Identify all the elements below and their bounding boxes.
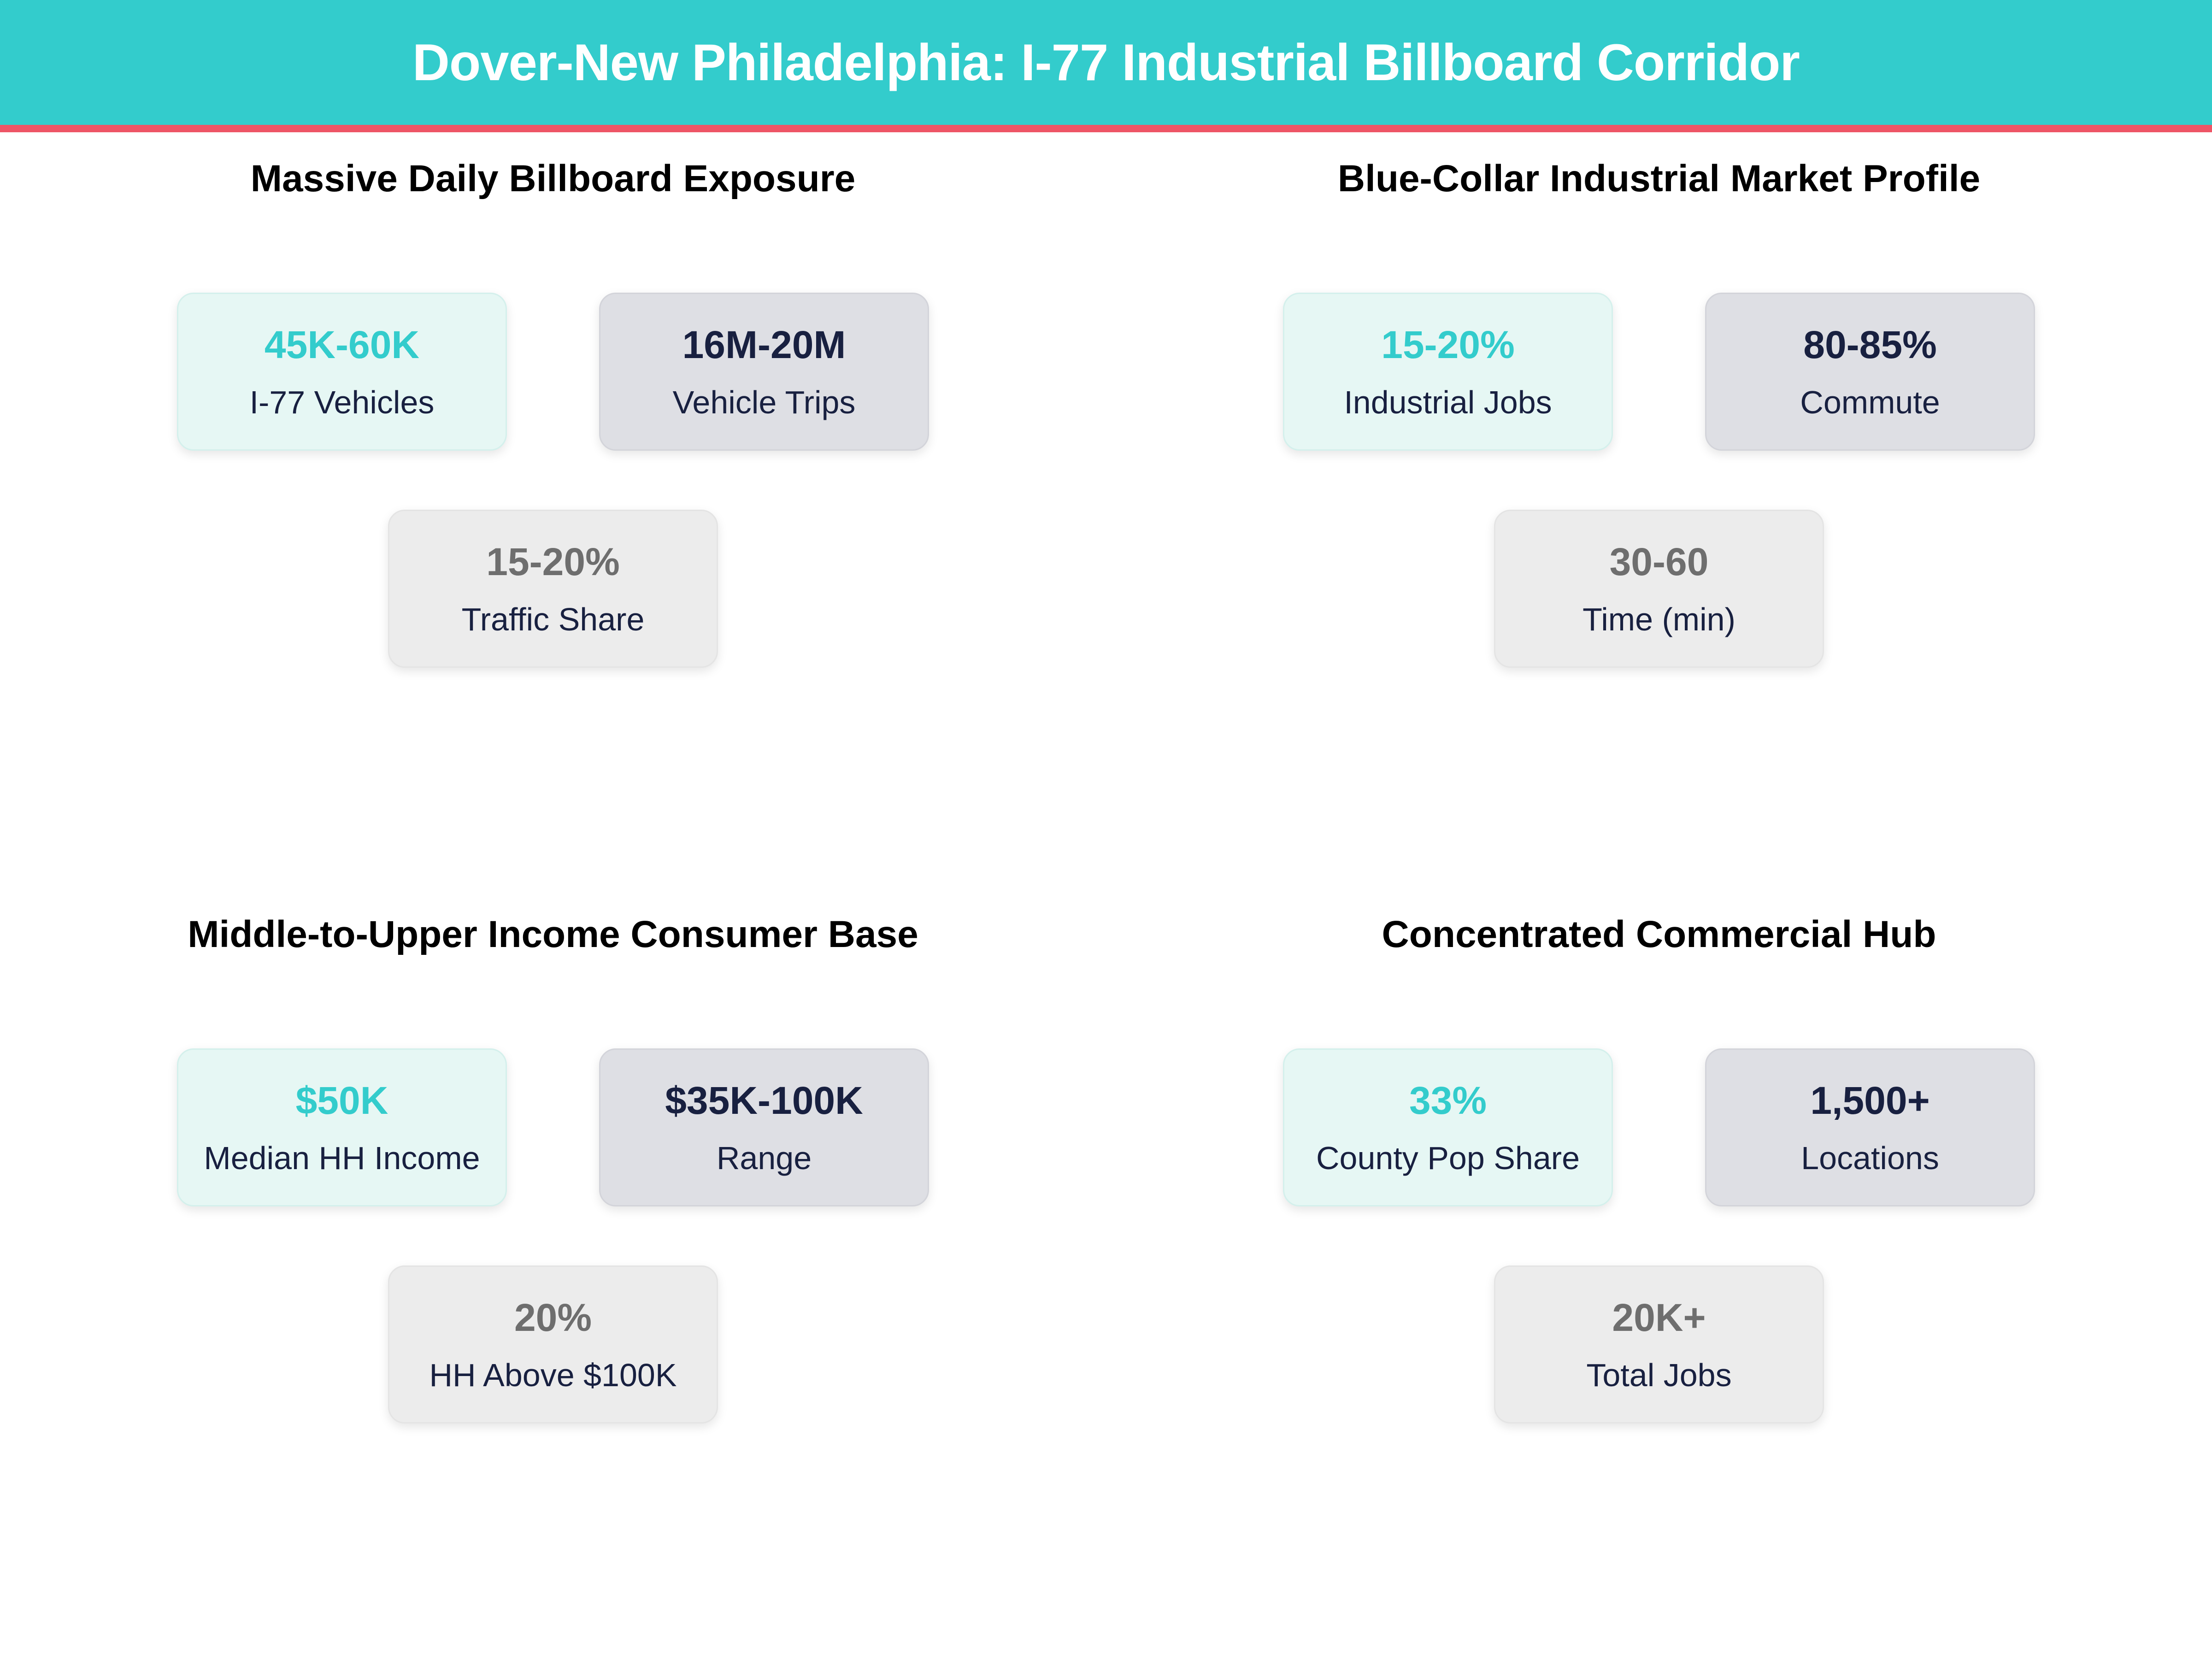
stat-card[interactable]: 16M-20M Vehicle Trips <box>599 293 929 451</box>
cards-row-primary: 33% County Pop Share 1,500+ Locations <box>1283 1048 2035 1206</box>
panel-cards: 45K-60K I-77 Vehicles 16M-20M Vehicle Tr… <box>0 293 1106 668</box>
panel-grid: Massive Daily Billboard Exposure 45K-60K… <box>0 132 2212 1659</box>
stat-value: 20K+ <box>1612 1295 1706 1339</box>
page-title: Dover-New Philadelphia: I-77 Industrial … <box>412 33 1800 91</box>
stat-label: HH Above $100K <box>429 1357 677 1393</box>
cards-row-secondary: 30-60 Time (min) <box>1494 510 1824 668</box>
stat-card[interactable]: $35K-100K Range <box>599 1048 929 1206</box>
header-band: Dover-New Philadelphia: I-77 Industrial … <box>0 0 2212 125</box>
stat-label: Time (min) <box>1583 601 1735 637</box>
panel-massive-daily-billboard-exposure: Massive Daily Billboard Exposure 45K-60K… <box>0 132 1106 888</box>
stat-label: Median HH Income <box>204 1140 480 1176</box>
stat-card[interactable]: 33% County Pop Share <box>1283 1048 1613 1206</box>
stat-value: 33% <box>1409 1078 1487 1122</box>
stat-value: 16M-20M <box>682 323 846 366</box>
stat-value: 80-85% <box>1803 323 1937 366</box>
stat-card[interactable]: 1,500+ Locations <box>1705 1048 2035 1206</box>
stat-value: $35K-100K <box>665 1078 863 1122</box>
stat-card[interactable]: 80-85% Commute <box>1705 293 2035 451</box>
stat-label: I-77 Vehicles <box>249 384 435 420</box>
panel-cards: 33% County Pop Share 1,500+ Locations 20… <box>1106 1048 2212 1424</box>
panel-blue-collar-industrial-market-profile: Blue-Collar Industrial Market Profile 15… <box>1106 132 2212 888</box>
panel-title: Massive Daily Billboard Exposure <box>250 158 856 200</box>
stat-value: 20% <box>514 1295 592 1339</box>
stat-value: 1,500+ <box>1810 1078 1930 1122</box>
stat-label: County Pop Share <box>1316 1140 1580 1176</box>
stat-card[interactable]: 45K-60K I-77 Vehicles <box>177 293 507 451</box>
stat-label: Vehicle Trips <box>672 384 856 420</box>
stat-card[interactable]: $50K Median HH Income <box>177 1048 507 1206</box>
stat-value: 30-60 <box>1609 540 1709 583</box>
header-accent-bar <box>0 125 2212 132</box>
stat-label: Commute <box>1800 384 1940 420</box>
panel-concentrated-commercial-hub: Concentrated Commercial Hub 33% County P… <box>1106 888 2212 1644</box>
panel-title: Middle-to-Upper Income Consumer Base <box>188 913 918 955</box>
stat-card[interactable]: 30-60 Time (min) <box>1494 510 1824 668</box>
stat-card[interactable]: 15-20% Industrial Jobs <box>1283 293 1613 451</box>
panel-title: Concentrated Commercial Hub <box>1382 913 1936 955</box>
stat-label: Industrial Jobs <box>1344 384 1552 420</box>
stat-card[interactable]: 15-20% Traffic Share <box>388 510 718 668</box>
stat-label: Locations <box>1801 1140 1939 1176</box>
cards-row-primary: $50K Median HH Income $35K-100K Range <box>177 1048 929 1206</box>
stat-value: $50K <box>295 1078 388 1122</box>
stat-label: Range <box>716 1140 812 1176</box>
panel-middle-to-upper-income-consumer-base: Middle-to-Upper Income Consumer Base $50… <box>0 888 1106 1644</box>
stat-value: 15-20% <box>1381 323 1515 366</box>
panel-title: Blue-Collar Industrial Market Profile <box>1337 158 1981 200</box>
cards-row-secondary: 15-20% Traffic Share <box>388 510 718 668</box>
stat-card[interactable]: 20% HH Above $100K <box>388 1265 718 1424</box>
panel-cards: 15-20% Industrial Jobs 80-85% Commute 30… <box>1106 293 2212 668</box>
cards-row-secondary: 20% HH Above $100K <box>388 1265 718 1424</box>
stat-value: 45K-60K <box>264 323 420 366</box>
stat-card[interactable]: 20K+ Total Jobs <box>1494 1265 1824 1424</box>
cards-row-primary: 15-20% Industrial Jobs 80-85% Commute <box>1283 293 2035 451</box>
cards-row-secondary: 20K+ Total Jobs <box>1494 1265 1824 1424</box>
stat-value: 15-20% <box>486 540 620 583</box>
cards-row-primary: 45K-60K I-77 Vehicles 16M-20M Vehicle Tr… <box>177 293 929 451</box>
stat-label: Traffic Share <box>461 601 645 637</box>
panel-cards: $50K Median HH Income $35K-100K Range 20… <box>0 1048 1106 1424</box>
stat-label: Total Jobs <box>1586 1357 1732 1393</box>
